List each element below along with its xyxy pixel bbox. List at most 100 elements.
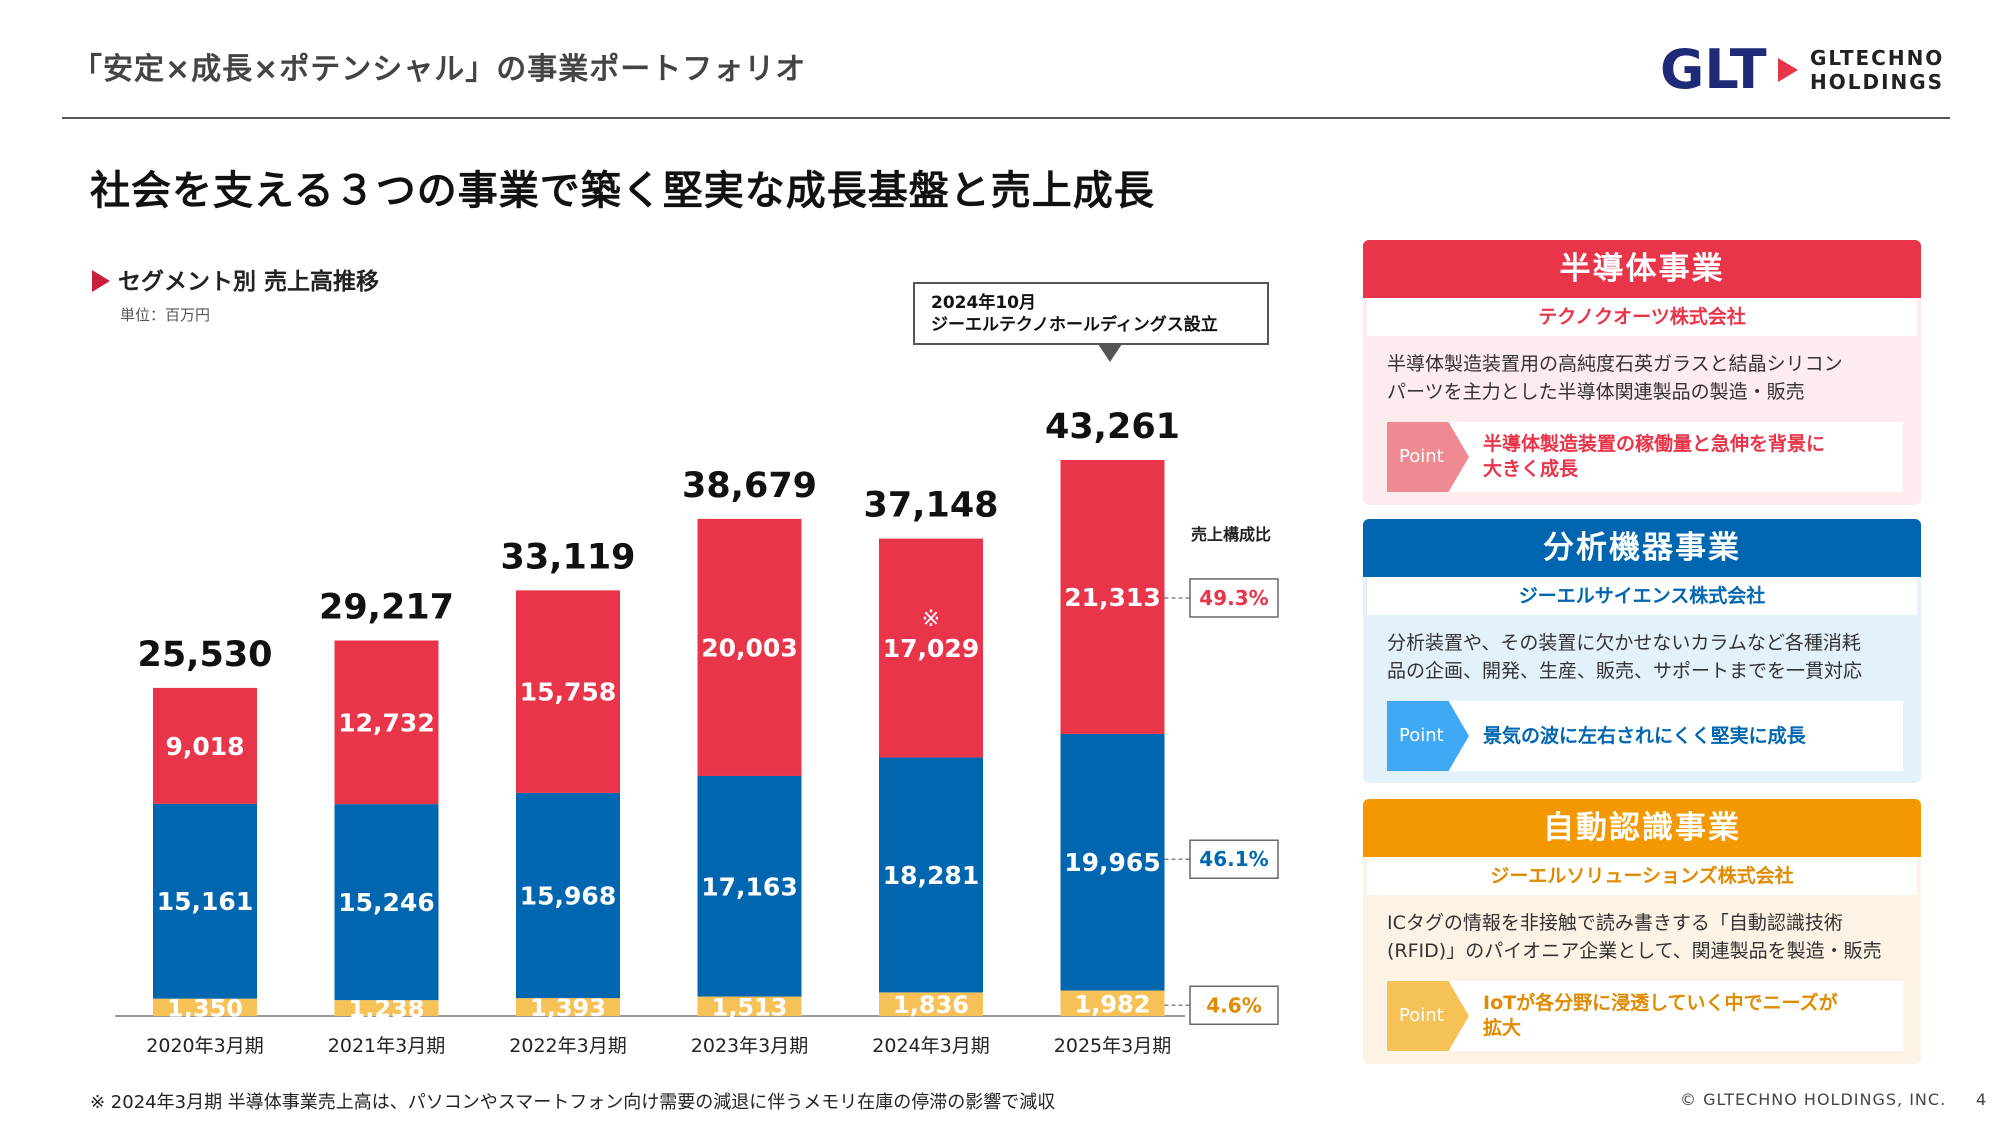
bar-segment: [516, 590, 620, 793]
logo-arrow-icon: [1778, 58, 1798, 82]
panel-description: ICタグの情報を非接触で読み書きする「自動認識技術 (RFID)」のパイオニア企業…: [1363, 895, 1921, 981]
footnote: ※ 2024年3月期 半導体事業売上高は、パソコンやスマートフォン向け需要の減退…: [90, 1092, 1056, 1113]
bar-total-label: 38,679: [682, 466, 817, 506]
panel-description: 分析装置や、その装置に欠かせないカラムなど各種消耗 品の企画、開発、生産、販売、サ…: [1363, 615, 1921, 701]
chart-heading-text: セグメント別 売上高推移: [118, 269, 380, 295]
chart-heading: セグメント別 売上高推移: [92, 262, 379, 296]
logo-line-2: HOLDINGS: [1810, 70, 1945, 94]
composition-title: 売上構成比: [1191, 525, 1271, 544]
panel-description-line-1: ICタグの情報を非接触で読み書きする「自動認識技術: [1387, 912, 1843, 934]
bar-total-label: 29,217: [319, 588, 454, 628]
triangle-bullet-icon: [92, 269, 110, 292]
bar-value-label: 17,163: [701, 872, 797, 901]
panel-company: テクノクオーツ株式会社: [1367, 298, 1917, 336]
callout-line-1: 2024年10月: [931, 293, 1036, 313]
panel-description-line-2: パーツを主力とした半導体関連製品の製造・販売: [1387, 381, 1805, 403]
stacked-bar-chart: 1,35015,1619,01825,5302020年3月期1,23815,24…: [115, 407, 1279, 1057]
panel-point: Point IoTが各分野に浸透していく中でニーズが 拡大: [1387, 981, 1903, 1051]
bar-value-label: 1,350: [167, 994, 243, 1022]
bar-value-label: 9,018: [165, 732, 244, 761]
bar-segment: [697, 996, 802, 1016]
x-tick-label: 2024年3月期: [872, 1035, 989, 1057]
bar-value-label: 1,393: [530, 994, 606, 1022]
company-logo: GLT GLTECHNO HOLDINGS: [1660, 40, 1960, 96]
point-text: 半導体製造装置の稼働量と急伸を背景に 大きく成長: [1483, 422, 1903, 492]
composition-box: [1189, 985, 1279, 1026]
bar-value-label: 15,161: [157, 887, 253, 916]
bar-value-label: 12,732: [338, 708, 434, 737]
point-tag-icon: Point: [1387, 422, 1469, 492]
point-text: 景気の波に左右されにくく堅実に成長: [1483, 701, 1903, 771]
bar-segment: [334, 640, 439, 805]
bar-total-label: 37,148: [863, 486, 998, 526]
bar-segment: [697, 518, 802, 776]
bar-value-label: 17,029: [883, 634, 979, 663]
page-header-title: 「安定×成長×ポテンシャル」の事業ポートフォリオ: [72, 52, 807, 87]
bar-value-label: 1,982: [1075, 990, 1151, 1018]
panel-description-line-1: 半導体製造装置用の高純度石英ガラスと結晶シリコン: [1387, 353, 1843, 375]
panel-description-line-1: 分析装置や、その装置に欠かせないカラムなど各種消耗: [1387, 632, 1861, 654]
page-number: 4: [1976, 1090, 1987, 1109]
composition-value: 49.3%: [1199, 586, 1268, 610]
bar-segment: [697, 775, 802, 997]
bar-segment: [516, 792, 620, 999]
panel-title: 自動認識事業: [1363, 799, 1921, 857]
bar-value-label: 19,965: [1064, 848, 1160, 877]
bar-total-label: 33,119: [500, 537, 635, 577]
x-tick-label: 2022年3月期: [509, 1035, 626, 1057]
bar-segment: [516, 998, 620, 1016]
segment-panel-analytical: 分析機器事業 ジーエルサイエンス株式会社 分析装置や、その装置に欠かせないカラムなど…: [1363, 519, 1921, 783]
panel-description: 半導体製造装置用の高純度石英ガラスと結晶シリコン パーツを主力とした半導体関連製品…: [1363, 336, 1921, 422]
point-tag-icon: Point: [1387, 701, 1469, 771]
bar-value-label: 15,758: [520, 678, 616, 707]
bar-value-label: 18,281: [883, 861, 979, 890]
composition-box: [1189, 578, 1279, 618]
bar-annotation-mark: ※: [922, 607, 940, 632]
point-tag-icon: Point: [1387, 981, 1469, 1051]
header-divider: [62, 117, 1950, 119]
composition-value: 46.1%: [1199, 847, 1268, 871]
copyright: © GLTECHNO HOLDINGS, INC.: [1680, 1090, 1947, 1109]
panel-description-line-2: (RFID)」のパイオニア企業として、関連製品を製造・販売: [1387, 940, 1882, 962]
point-text: IoTが各分野に浸透していく中でニーズが 拡大: [1483, 981, 1903, 1051]
point-text-line-1: 半導体製造装置の稼働量と急伸を背景に: [1483, 433, 1826, 455]
bar-segment: [153, 803, 257, 999]
bar-segment: [1060, 460, 1165, 734]
panel-description-line-2: 品の企画、開発、生産、販売、サポートまでを一貫対応: [1387, 660, 1863, 682]
panel-title: 分析機器事業: [1363, 519, 1921, 577]
bar-value-label: 15,246: [338, 888, 434, 917]
panel-title: 半導体事業: [1363, 240, 1921, 298]
panel-point: Point 半導体製造装置の稼働量と急伸を背景に 大きく成長: [1387, 422, 1903, 492]
bar-value-label: 15,968: [520, 881, 616, 910]
point-text-line-2: 大きく成長: [1483, 458, 1579, 480]
unit-label: 単位：百万円: [120, 306, 211, 324]
bar-total-label: 25,530: [137, 635, 272, 675]
bar-total-label: 43,261: [1045, 407, 1180, 447]
panel-company: ジーエルサイエンス株式会社: [1367, 577, 1917, 615]
x-tick-label: 2020年3月期: [146, 1035, 263, 1057]
logo-line-1: GLTECHNO: [1810, 46, 1945, 70]
x-tick-label: 2021年3月期: [328, 1035, 445, 1057]
bar-value-label: 1,513: [712, 993, 788, 1021]
composition-box: [1189, 839, 1279, 879]
logo-wordmark: GLTECHNO HOLDINGS: [1810, 46, 1944, 94]
bar-segment: [153, 687, 257, 804]
bar-value-label: 20,003: [701, 633, 797, 662]
bar-value-label: 21,313: [1064, 583, 1160, 612]
segment-panel-auto-id: 自動認識事業 ジーエルソリューションズ株式会社 ICタグの情報を非接触で読み書きする…: [1363, 799, 1921, 1064]
bar-segment: [1060, 990, 1165, 1016]
logo-mark-text: GLT: [1660, 40, 1767, 96]
x-tick-label: 2025年3月期: [1054, 1035, 1171, 1057]
establishment-callout: 2024年10月 ジーエルテクノホールディングス設立: [913, 282, 1269, 345]
logo-mark-icon: GLT: [1660, 40, 1798, 96]
panel-company: ジーエルソリューションズ株式会社: [1367, 857, 1917, 895]
panel-point: Point 景気の波に左右されにくく堅実に成長: [1387, 701, 1903, 771]
bar-value-label: 1,836: [893, 991, 969, 1019]
bar-segment: [153, 998, 257, 1016]
main-title: 社会を支える３つの事業で築く堅実な成長基盤と売上成長: [90, 168, 1155, 214]
segment-panel-semiconductor: 半導体事業 テクノクオーツ株式会社 半導体製造装置用の高純度石英ガラスと結晶シリコン…: [1363, 240, 1921, 505]
point-text-line-1: IoTが各分野に浸透していく中でニーズが: [1483, 992, 1838, 1014]
composition-value: 4.6%: [1206, 993, 1261, 1017]
bar-segment: [334, 804, 439, 1001]
bar-segment: [1060, 733, 1165, 991]
